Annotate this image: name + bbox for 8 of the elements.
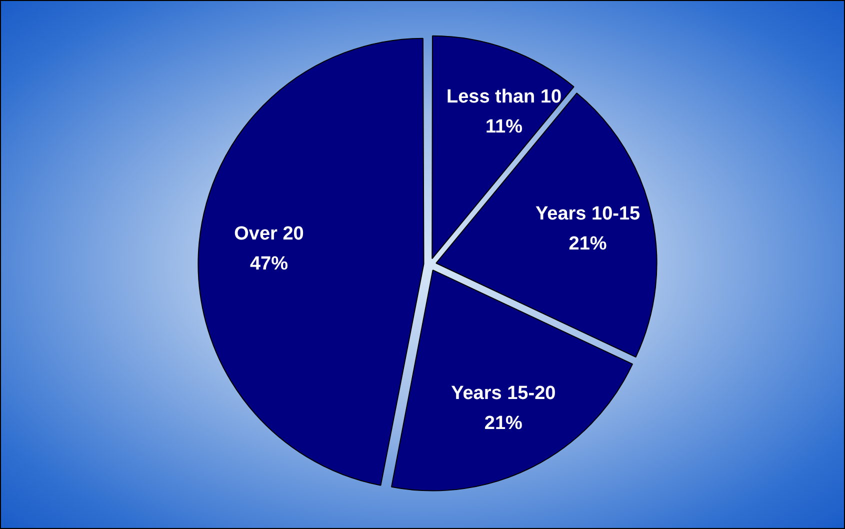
data-label: 21% [568, 233, 607, 254]
slice-label: Less than 10 [446, 86, 562, 108]
data-label: 21% [484, 412, 523, 434]
data-label: 47% [250, 254, 288, 275]
slice-label: Years 10-15 [536, 203, 641, 224]
slice-label: Over 20 [234, 224, 304, 245]
data-label: 11% [486, 116, 523, 138]
slice-label: Years 15-20 [451, 382, 556, 404]
